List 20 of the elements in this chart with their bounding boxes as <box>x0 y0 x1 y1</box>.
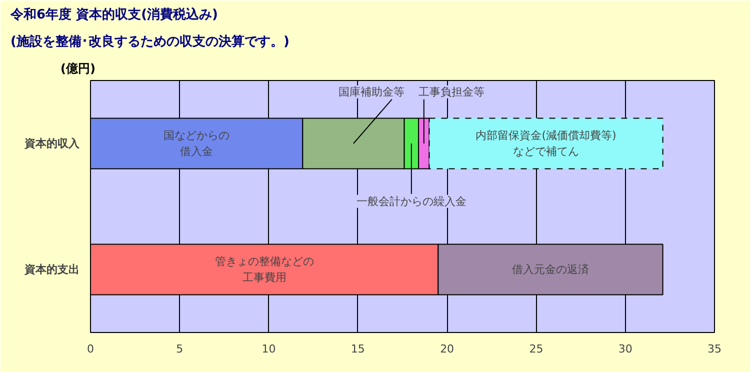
series-label: 借入元金の返済 <box>512 263 589 276</box>
x-tick-label: 10 <box>262 342 276 356</box>
x-tick-label: 20 <box>440 342 454 356</box>
chart-title: 令和6年度 資本的収支(消費税込み) <box>10 6 218 22</box>
y-tick-label: 資本的支出 <box>24 263 80 276</box>
series-label: 工事負担金等 <box>418 85 485 98</box>
x-tick-label: 5 <box>176 342 184 356</box>
series-label: 国などからの借入金 <box>164 129 230 158</box>
x-tick-label: 0 <box>87 342 94 356</box>
x-tick-label: 30 <box>618 342 632 356</box>
chart-subtitle: (施設を整備･改良するための収支の決算です。) <box>10 34 290 50</box>
y-axis-title: (億円) <box>60 62 96 76</box>
y-tick-label: 資本的収入 <box>24 137 80 150</box>
series-label: 管きょの整備などの工事費用 <box>214 255 314 284</box>
x-tick-label: 25 <box>529 342 544 356</box>
text: 一般会計からの繰入金 <box>356 194 466 208</box>
series-label: 内部留保資金(減価償却費等)などで補てん <box>476 129 616 158</box>
series-label: 国庫補助金等 <box>338 85 404 98</box>
x-tick-label: 35 <box>708 342 722 356</box>
x-tick-label: 15 <box>350 342 365 356</box>
